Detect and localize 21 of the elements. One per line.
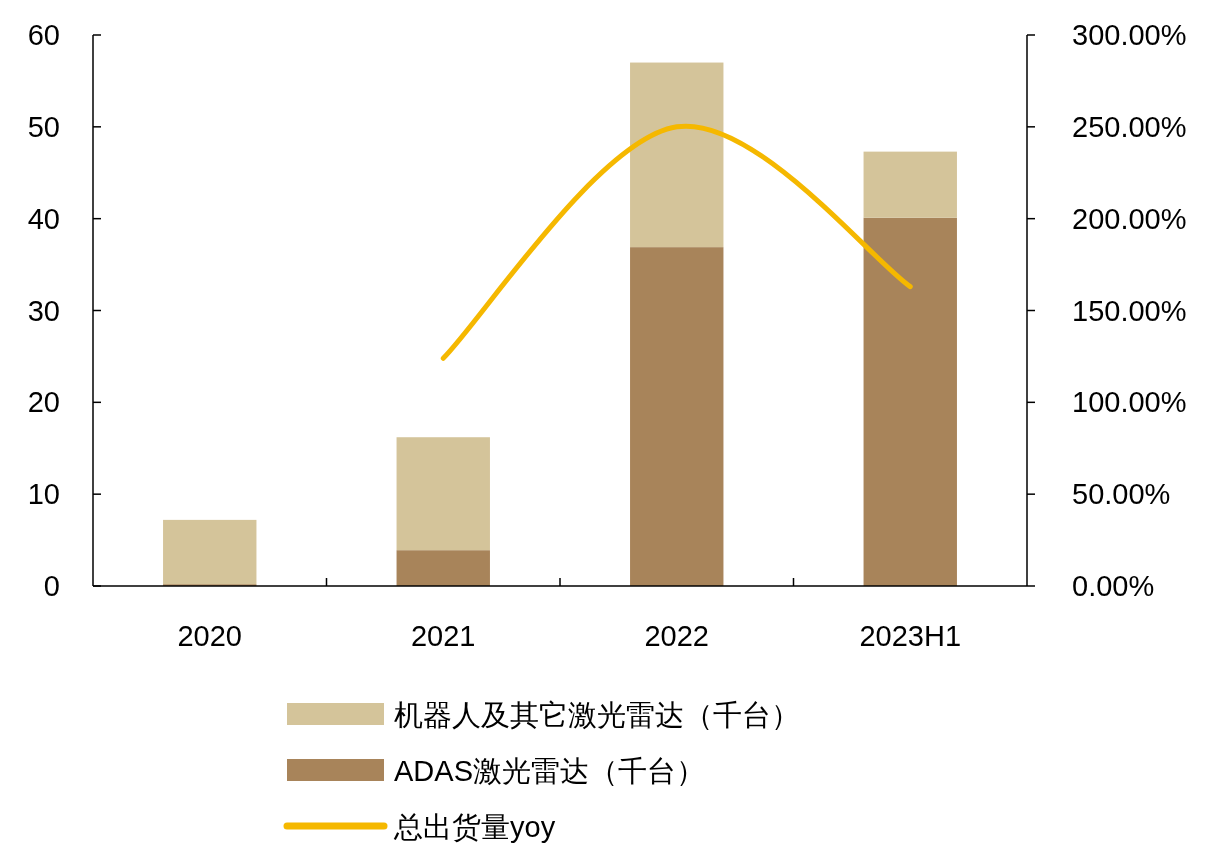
y2-tick-label: 100.00% xyxy=(1072,386,1187,419)
y-tick-label: 50 xyxy=(27,110,60,143)
legend-label: 总出货量yoy xyxy=(393,811,556,843)
y2-tick-label: 50.00% xyxy=(1072,478,1171,511)
y2-tick-label: 300.00% xyxy=(1072,19,1187,51)
y-tick-label: 60 xyxy=(27,19,60,51)
y-tick-label: 20 xyxy=(27,386,60,419)
legend-label: ADAS激光雷达（千台） xyxy=(394,755,705,787)
y2-tick-label: 0.00% xyxy=(1072,570,1155,602)
x-tick-label: 2023H1 xyxy=(859,620,962,652)
y-tick-label: 0 xyxy=(43,570,60,602)
y2-tick-label: 250.00% xyxy=(1072,110,1187,143)
x-tick-label: 2022 xyxy=(644,620,710,652)
legend-label: 机器人及其它激光雷达（千台） xyxy=(394,699,800,731)
y2-tick-label: 150.00% xyxy=(1072,294,1187,327)
y-tick-label: 10 xyxy=(27,478,60,511)
y2-tick-label: 200.00% xyxy=(1072,202,1187,235)
x-tick-label: 2020 xyxy=(177,620,243,652)
x-tick-label: 2021 xyxy=(410,620,476,652)
y-tick-label: 40 xyxy=(27,202,60,235)
y-tick-label: 30 xyxy=(27,294,60,327)
